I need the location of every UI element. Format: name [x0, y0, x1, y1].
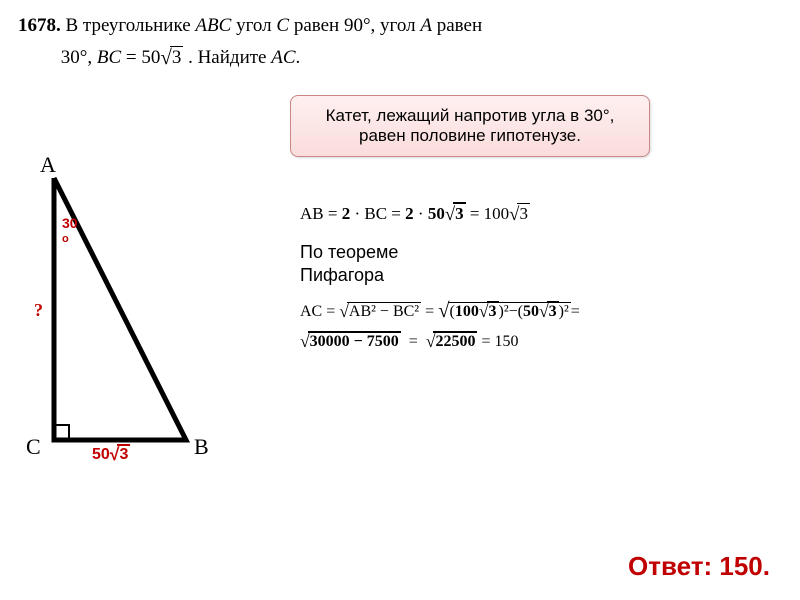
- theorem-l2: Пифагора: [300, 264, 760, 287]
- angle-a-label: 30 o: [62, 216, 78, 245]
- side-bc-rad: 3: [117, 444, 130, 463]
- triangle-figure: A B C 30 o ? 50√3: [28, 160, 248, 480]
- problem-number: 1678.: [18, 15, 61, 36]
- side-ac-question: ?: [34, 300, 43, 321]
- answer: Ответ: 150.: [628, 551, 770, 582]
- hint-line2: равен половине гипотенузе.: [305, 126, 635, 146]
- eq2b-res: 150: [495, 333, 519, 350]
- eq2-rad2: (100√3)²−(50√3)²: [448, 302, 571, 320]
- hint-line1: Катет, лежащий напротив угла в 30°,: [305, 106, 635, 126]
- vertex-b-label: B: [194, 434, 209, 460]
- equation-ac-line1: AC = √AB² − BC² = √(100√3)²−(50√3)²=: [300, 298, 760, 322]
- theorem-l1: По теореме: [300, 241, 760, 264]
- side-bc-label: 50√3: [92, 443, 130, 464]
- eq2b-rad1: 30000 − 7500: [308, 331, 401, 350]
- equation-ab: AB = 2 · BC = 2 · 50√3 = 100√3: [300, 203, 760, 225]
- angle-a-value: 30: [62, 215, 78, 231]
- problem-statement: 1678. В треугольнике ABC угол C равен 90…: [18, 12, 782, 72]
- eq1-res-c: 100: [484, 204, 510, 223]
- side-bc-coef: 50: [92, 446, 110, 463]
- solution-area: AB = 2 · BC = 2 · 50√3 = 100√3 По теорем…: [300, 195, 760, 359]
- answer-value: 150.: [719, 551, 770, 581]
- eq1-c2: 2: [405, 204, 414, 223]
- vertex-c-label: C: [26, 434, 41, 460]
- vertex-a-label: A: [40, 152, 56, 178]
- eq2-rad1: AB² − BC²: [347, 302, 421, 320]
- eq1-c1: 2: [342, 204, 351, 223]
- eq1-res-r: 3: [517, 203, 530, 223]
- right-angle-marker: [56, 424, 70, 438]
- equation-ac-line2: √30000 − 7500 = √22500 = 150: [300, 330, 760, 351]
- answer-label: Ответ:: [628, 551, 719, 581]
- hint-box: Катет, лежащий напротив угла в 30°, раве…: [290, 95, 650, 157]
- eq1-c3: 50: [428, 204, 445, 223]
- theorem-label: По теореме Пифагора: [300, 241, 760, 288]
- eq2b-rad2: 22500: [433, 331, 477, 350]
- angle-a-degree: o: [62, 233, 69, 245]
